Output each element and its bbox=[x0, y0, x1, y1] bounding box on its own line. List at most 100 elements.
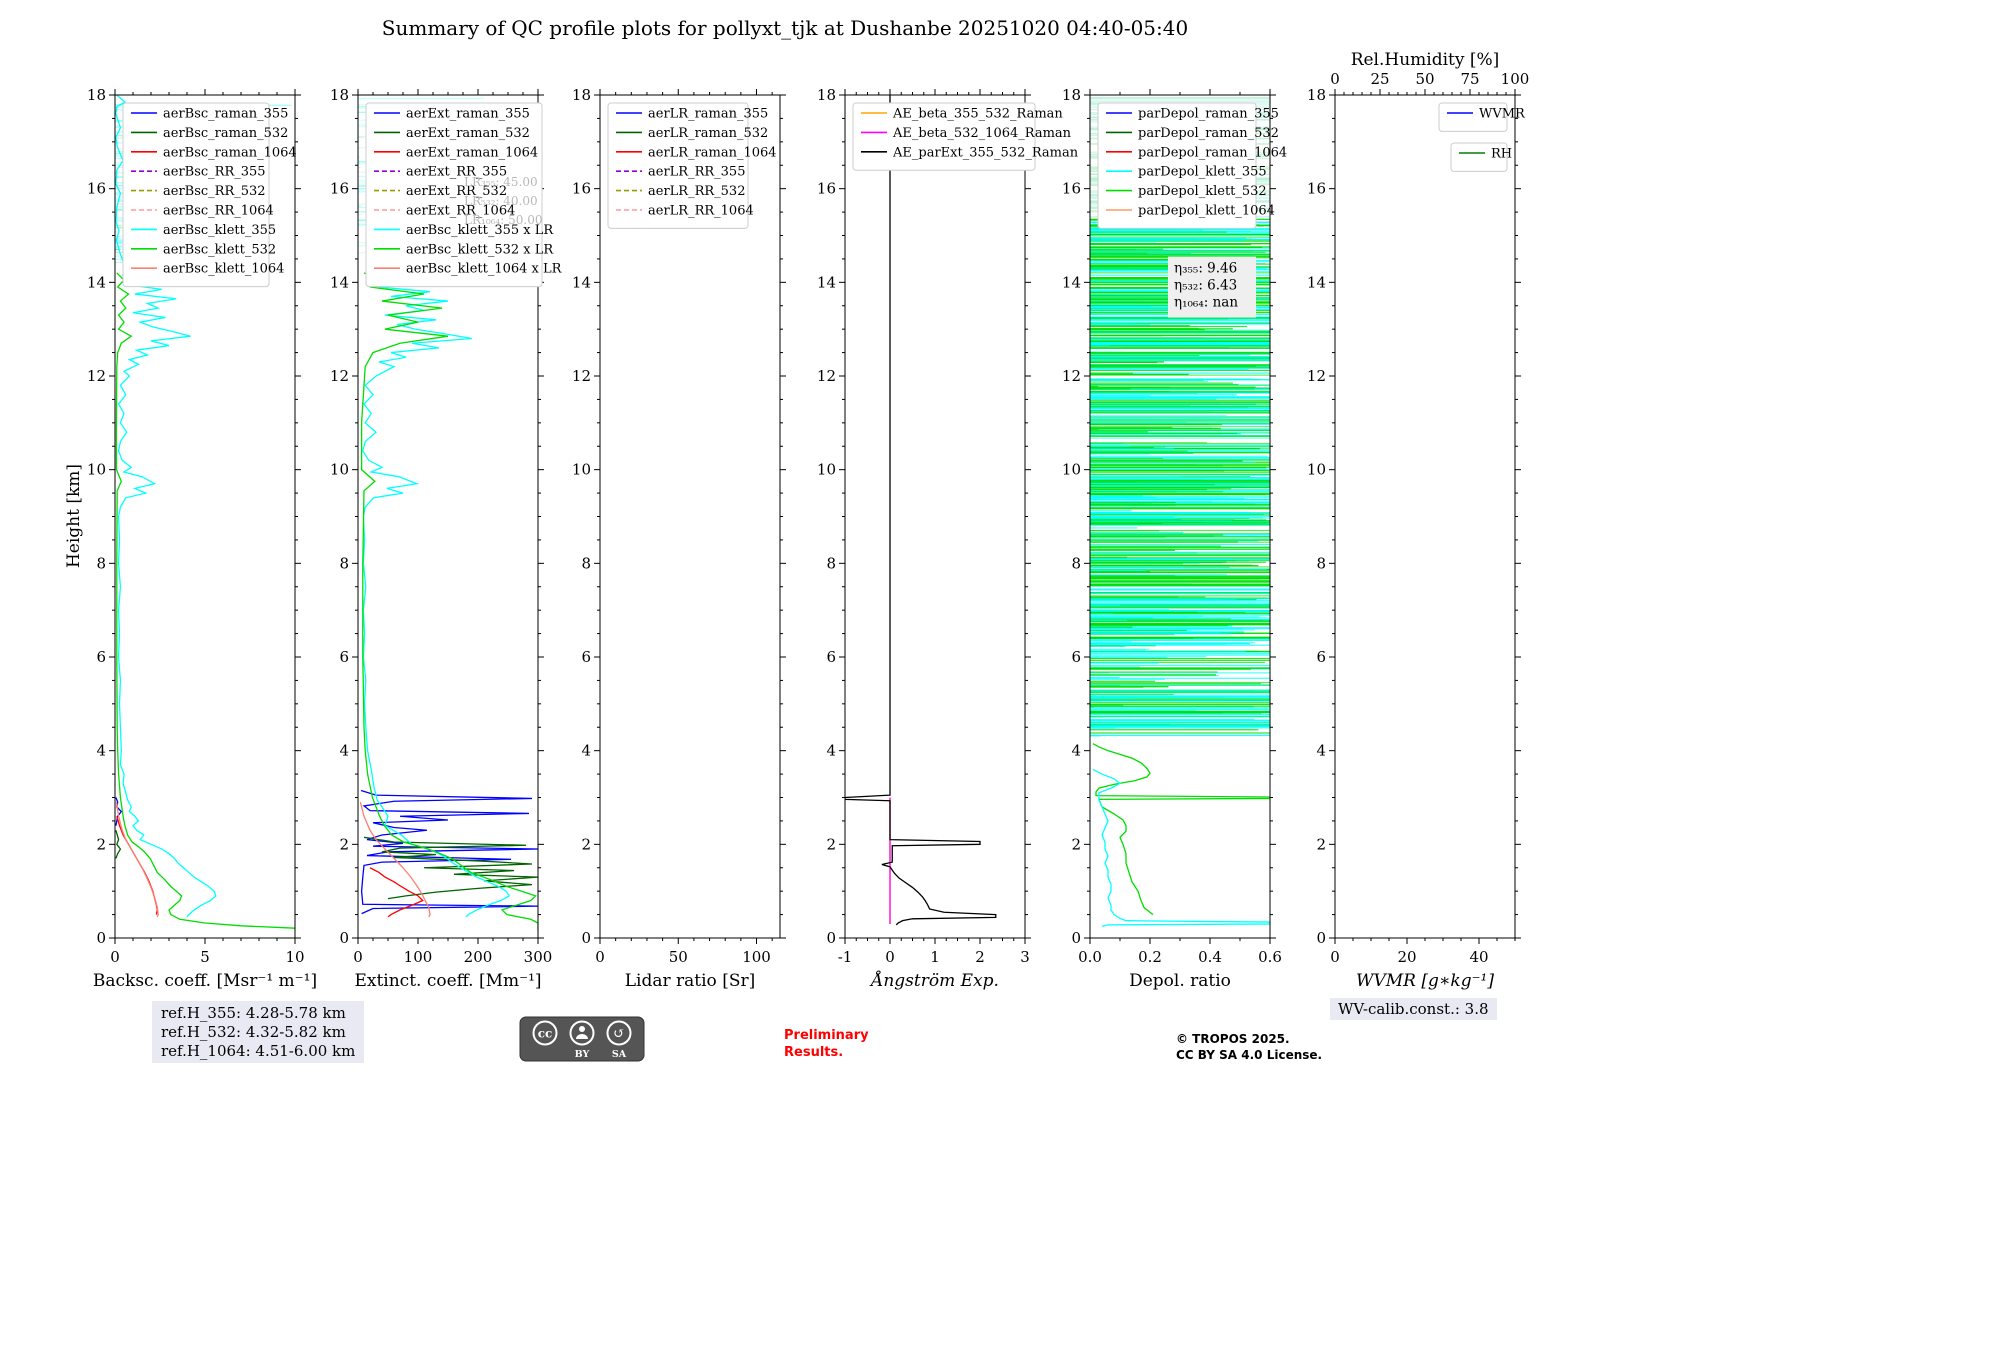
svg-text:3: 3 bbox=[1020, 948, 1030, 966]
svg-text:8: 8 bbox=[339, 554, 349, 572]
legend-label-aerLR_RR_355: aerLR_RR_355 bbox=[648, 165, 745, 180]
svg-text:2: 2 bbox=[1071, 835, 1081, 853]
lr-annotation-line: LR₃₅₅: 45.00 bbox=[464, 175, 538, 189]
legend-label-parDepol_klett_1064: parDepol_klett_1064 bbox=[1138, 204, 1275, 219]
panel-depol: 0 2 4 6 8 10 12 14 16 18 0.0 0.2 0.4 0.6 Depol. ratio p… bbox=[1062, 86, 1287, 991]
legend-label-aerBsc_klett_1064 x LR: aerBsc_klett_1064 x LR bbox=[406, 262, 563, 277]
legend-label-aerBsc_RR_1064: aerBsc_RR_1064 bbox=[163, 204, 274, 219]
series-parDepol_klett_355 bbox=[1092, 768, 1270, 927]
lr-annotation-line: LR₅₃₂: 40.00 bbox=[464, 194, 538, 208]
legend-label-aerBsc_raman_1064: aerBsc_raman_1064 bbox=[163, 145, 297, 160]
svg-text:4: 4 bbox=[96, 742, 106, 760]
svg-text:10: 10 bbox=[330, 461, 349, 479]
legend-wvmr-0: WVMR bbox=[1438, 102, 1526, 132]
svg-text:50: 50 bbox=[1415, 70, 1434, 88]
svg-text:4: 4 bbox=[826, 742, 836, 760]
svg-text:η₃₅₅: 9.46: η₃₅₅: 9.46 bbox=[1174, 261, 1237, 277]
series-aerBsc_klett_532 bbox=[115, 272, 295, 930]
svg-text:100: 100 bbox=[742, 948, 771, 966]
svg-text:0: 0 bbox=[581, 929, 591, 947]
legend-label-AE_beta_355_532_Raman: AE_beta_355_532_Raman bbox=[892, 107, 1063, 122]
svg-text:18: 18 bbox=[330, 86, 349, 104]
svg-text:1: 1 bbox=[930, 948, 940, 966]
cc-icon-label: cc bbox=[538, 1027, 553, 1041]
preliminary-results-note: Preliminary Results. bbox=[784, 1028, 869, 1060]
svg-text:2: 2 bbox=[581, 835, 591, 853]
svg-text:14: 14 bbox=[1307, 273, 1326, 291]
series-aerBsc_raman_355 bbox=[115, 797, 123, 826]
ref-height-532: ref.H_532: 4.32-5.82 km bbox=[161, 1022, 346, 1041]
series-aerBsc_klett_1064 bbox=[115, 802, 159, 918]
svg-text:16: 16 bbox=[87, 180, 106, 198]
svg-text:0: 0 bbox=[1330, 70, 1340, 88]
panel-lidar-ratio: 0 2 4 6 8 10 12 14 16 18 0 50 100 Lidar ratio [Sr] aer… bbox=[572, 86, 786, 991]
xlabel-depol: Depol. ratio bbox=[1129, 971, 1231, 991]
svg-text:4: 4 bbox=[581, 742, 591, 760]
legend-label-RH: RH bbox=[1491, 147, 1512, 162]
svg-text:12: 12 bbox=[817, 367, 836, 385]
ref-height-355: ref.H_355: 4.28-5.78 km bbox=[161, 1004, 346, 1022]
svg-text:16: 16 bbox=[330, 180, 349, 198]
attribution-person-icon bbox=[569, 1020, 595, 1046]
series-aerExt_raman_1064 bbox=[369, 867, 424, 918]
legend-label-parDepol_raman_1064: parDepol_raman_1064 bbox=[1138, 145, 1287, 160]
legend-label-aerLR_raman_1064: aerLR_raman_1064 bbox=[648, 145, 777, 160]
svg-text:0.4: 0.4 bbox=[1198, 948, 1222, 966]
svg-text:16: 16 bbox=[572, 180, 591, 198]
legend-label-aerLR_raman_532: aerLR_raman_532 bbox=[648, 126, 768, 141]
copyright-note: © TROPOS 2025. CC BY SA 4.0 License. bbox=[1176, 1032, 1323, 1063]
svg-text:14: 14 bbox=[1062, 273, 1081, 291]
svg-text:200: 200 bbox=[464, 948, 493, 966]
figure-title: Summary of QC profile plots for pollyxt_… bbox=[381, 16, 1189, 40]
svg-text:10: 10 bbox=[1062, 461, 1081, 479]
legend-label-parDepol_raman_355: parDepol_raman_355 bbox=[1138, 107, 1279, 122]
svg-text:12: 12 bbox=[1062, 367, 1081, 385]
svg-text:14: 14 bbox=[87, 273, 106, 291]
svg-text:12: 12 bbox=[87, 367, 106, 385]
svg-text:14: 14 bbox=[572, 273, 591, 291]
svg-text:0: 0 bbox=[1071, 929, 1081, 947]
legend-label-aerBsc_klett_532: aerBsc_klett_532 bbox=[163, 242, 276, 257]
legend-label-aerBsc_RR_355: aerBsc_RR_355 bbox=[163, 165, 266, 180]
share-alike-icon: ↺ bbox=[606, 1020, 632, 1046]
legend-backscatter-0: aerBsc_raman_355 aerBsc_raman_532 aerBsc_r… bbox=[122, 102, 297, 288]
svg-text:0: 0 bbox=[595, 948, 605, 966]
series-aerBsc_raman_532 bbox=[115, 830, 122, 859]
svg-text:25: 25 bbox=[1370, 70, 1389, 88]
legend-label-aerExt_raman_355: aerExt_raman_355 bbox=[406, 107, 530, 122]
svg-text:12: 12 bbox=[330, 367, 349, 385]
legend-label-aerBsc_klett_1064: aerBsc_klett_1064 bbox=[163, 262, 284, 277]
svg-text:18: 18 bbox=[1307, 86, 1326, 104]
legend-label-parDepol_klett_532: parDepol_klett_532 bbox=[1138, 184, 1267, 199]
svg-text:0: 0 bbox=[1316, 929, 1326, 947]
lr-annotation-line: LR₁₀₆₄: 50.00 bbox=[464, 213, 542, 227]
xlabel-wvmr: WVMR [g∗kg⁻¹] bbox=[1356, 971, 1494, 991]
series-aerBsc_klett_1064 x LR bbox=[359, 802, 431, 918]
ref-height-1064: ref.H_1064: 4.51-6.00 km bbox=[161, 1041, 356, 1060]
legend-angstroem-0: AE_beta_355_532_Raman AE_beta_532_1064_Ra… bbox=[852, 102, 1079, 171]
series-aerExt_raman_355 bbox=[360, 789, 538, 915]
svg-text:12: 12 bbox=[572, 367, 591, 385]
legend-depol-0: parDepol_raman_355 parDepol_raman_532 parD… bbox=[1097, 102, 1287, 229]
svg-text:4: 4 bbox=[1071, 742, 1081, 760]
svg-text:0.2: 0.2 bbox=[1138, 948, 1162, 966]
svg-text:6: 6 bbox=[96, 648, 106, 666]
legend-label-aerLR_RR_532: aerLR_RR_532 bbox=[648, 184, 745, 199]
panel-extinction: 0 2 4 6 8 10 12 14 16 18 0 100 200 300 Extinct. coeff.… bbox=[330, 86, 563, 991]
cc-license-badge: cc ↺ BY SA bbox=[519, 1016, 645, 1062]
svg-text:2: 2 bbox=[339, 835, 349, 853]
svg-text:10: 10 bbox=[817, 461, 836, 479]
legend-label-aerBsc_klett_355: aerBsc_klett_355 bbox=[163, 223, 276, 238]
svg-text:40: 40 bbox=[1469, 948, 1488, 966]
cc-sa-label: SA bbox=[612, 1049, 627, 1060]
panel-frame-wvmr bbox=[1334, 94, 1516, 939]
legend-extinction-0: aerExt_raman_355 aerExt_raman_532 aerExt_r… bbox=[365, 102, 563, 288]
svg-text:10: 10 bbox=[1307, 461, 1326, 479]
svg-text:η₁₀₆₄: nan: η₁₀₆₄: nan bbox=[1174, 295, 1238, 311]
svg-text:5: 5 bbox=[200, 948, 210, 966]
legend-label-aerExt_RR_355: aerExt_RR_355 bbox=[406, 165, 507, 180]
